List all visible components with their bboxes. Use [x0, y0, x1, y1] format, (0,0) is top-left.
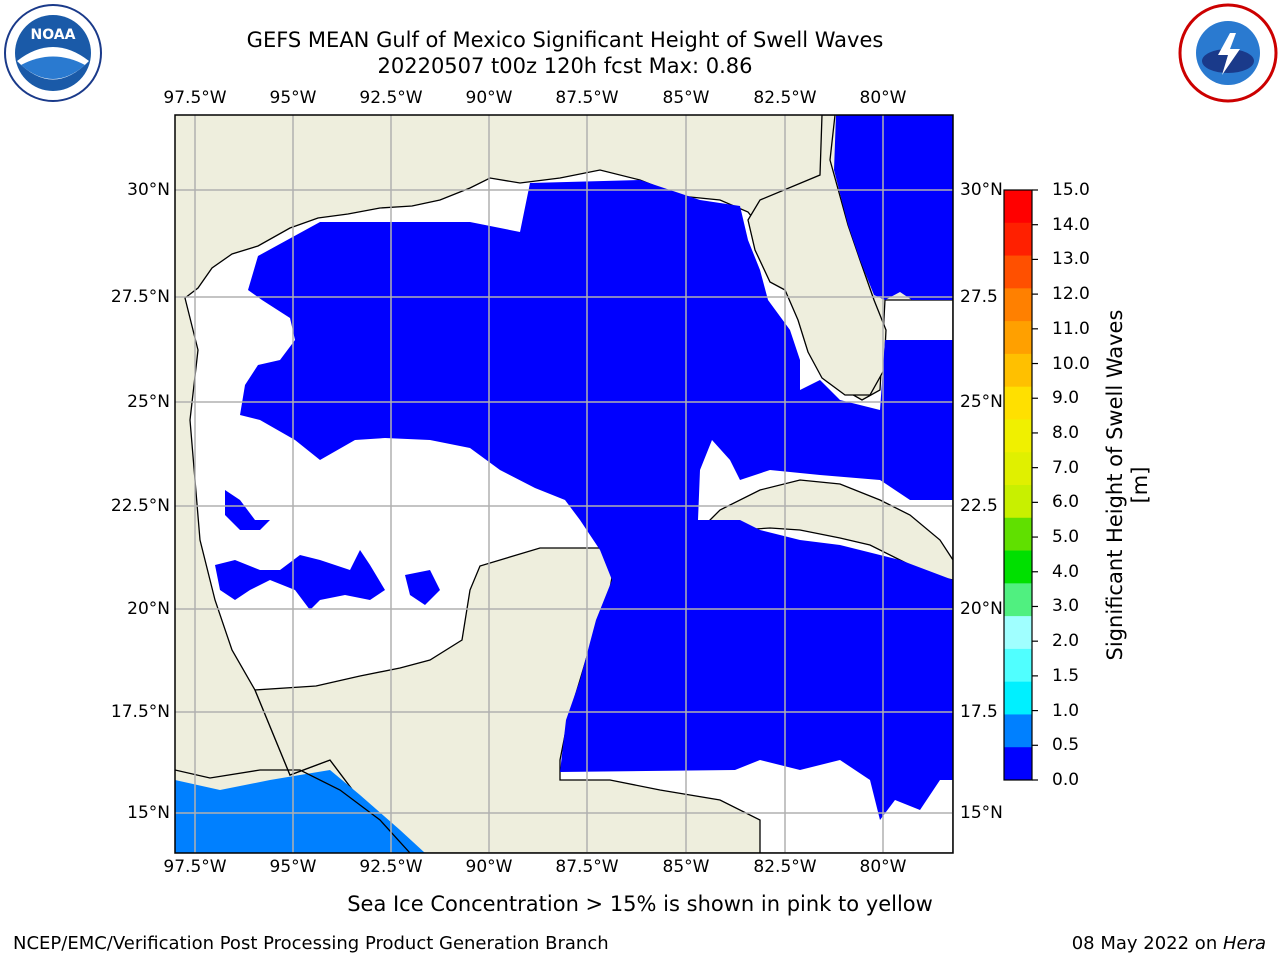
colorbar-tick-label: 9.0: [1052, 388, 1080, 409]
swell-field-w1: [225, 490, 270, 530]
footer-date: 08 May 2022 on Hera: [1072, 933, 1266, 954]
swell-field-w2: [215, 550, 385, 610]
footer-host: Hera: [1222, 933, 1266, 954]
colorbar-swatch: [1004, 485, 1032, 519]
lon-label-bottom: 82.5°W: [753, 857, 817, 877]
chart-subtitle: 20220507 t00z 120h fcst Max: 0.86: [377, 54, 753, 78]
lon-label-top: 80°W: [859, 88, 907, 108]
lat-label-left: 22.5°N: [110, 496, 170, 516]
colorbar-swatch: [1004, 550, 1032, 584]
colorbar-tick-label: 0.0: [1052, 770, 1080, 790]
lat-label-left: 20°N: [127, 599, 170, 619]
colorbar-swatch: [1004, 386, 1032, 420]
colorbar-swatch: [1004, 190, 1032, 224]
colorbar-swatch: [1004, 321, 1032, 355]
pacific-coast: [175, 769, 411, 853]
lon-label-top: 90°W: [465, 88, 513, 108]
colorbar-tick-label: 5.0: [1052, 527, 1080, 548]
lon-label-bottom: 97.5°W: [163, 857, 227, 877]
colorbar-swatch: [1004, 714, 1032, 748]
nws-logo: [1178, 3, 1278, 103]
colorbar-swatch: [1004, 747, 1032, 781]
colorbar-tick-label: 8.0: [1052, 422, 1080, 443]
colorbar-tick-label: 0.5: [1052, 735, 1080, 756]
colorbar-swatch: [1004, 517, 1032, 552]
colorbar-tick-label: 14.0: [1052, 214, 1090, 235]
chart-title: GEFS MEAN Gulf of Mexico Significant Hei…: [246, 28, 884, 52]
colorbar-tick-label: 11.0: [1052, 318, 1090, 339]
cuba-land: [693, 479, 953, 581]
colorbar-swatch: [1004, 288, 1032, 322]
lat-label-right: 20°N: [960, 599, 1003, 619]
colorbar-swatch: [1004, 616, 1032, 650]
noaa-logo: NOAA: [3, 3, 103, 103]
swell-field-ne: [834, 115, 953, 300]
colorbar: [1003, 189, 1038, 781]
colorbar-label: Significant Height of Swell Waves [m]: [1103, 309, 1152, 661]
lat-label-left: 27.5°N: [110, 287, 170, 307]
colorbar-swatch: [1004, 222, 1032, 257]
lat-label-right: 27.5: [960, 287, 998, 307]
colorbar-tick-label: 1.5: [1052, 665, 1080, 686]
colorbar-tick-label: 2.0: [1052, 631, 1080, 652]
lat-label-right: 15°N: [960, 803, 1003, 823]
colorbar-tick-label: 6.0: [1052, 492, 1080, 513]
colorbar-tick-label: 3.0: [1052, 596, 1080, 617]
map-frame: [174, 114, 954, 854]
swell-field-pacific: [175, 770, 425, 853]
colorbar-swatch: [1004, 452, 1032, 486]
lon-label-top: 87.5°W: [555, 88, 619, 108]
colorbar-tick-label: 10.0: [1052, 353, 1090, 374]
lat-label-right: 30°N: [960, 180, 1003, 200]
colorbar-tick-label: 13.0: [1052, 249, 1090, 270]
footer-date-text: 08 May 2022 on: [1071, 933, 1223, 954]
lat-label-left: 30°N: [127, 180, 170, 200]
svg-text:NOAA: NOAA: [31, 27, 76, 43]
lat-label-left: 25°N: [127, 392, 170, 412]
florida-land: [747, 115, 887, 396]
colorbar-swatch: [1004, 681, 1032, 715]
lat-label-right: 25°N: [960, 392, 1003, 412]
colorbar-tick-label: 12.0: [1052, 284, 1090, 305]
colorbar-frame: [1003, 189, 1033, 781]
lat-label-left: 17.5°N: [110, 702, 170, 722]
lat-label-right: 22.5: [960, 496, 998, 516]
lon-label-top: 95°W: [269, 88, 317, 108]
swell-field-main: [240, 180, 953, 820]
lon-label-bottom: 90°W: [465, 857, 513, 877]
colorbar-swatch: [1004, 353, 1032, 388]
lon-label-bottom: 95°W: [269, 857, 317, 877]
lon-label-bottom: 80°W: [859, 857, 907, 877]
colorbar-tick-label: 7.0: [1052, 457, 1080, 478]
colorbar-swatch: [1004, 648, 1032, 683]
graticule: [175, 115, 953, 853]
lat-label-left: 15°N: [127, 803, 170, 823]
colorbar-swatch: [1004, 255, 1032, 289]
colorbar-tick-label: 4.0: [1052, 561, 1080, 582]
colorbar-tick-label: 15.0: [1052, 180, 1090, 200]
lon-label-bottom: 85°W: [662, 857, 710, 877]
lat-label-right: 17.5: [960, 702, 998, 722]
caption: Sea Ice Concentration > 15% is shown in …: [347, 892, 933, 916]
lon-label-top: 82.5°W: [753, 88, 817, 108]
swell-field-w3: [405, 570, 440, 605]
lon-label-top: 92.5°W: [359, 88, 423, 108]
lon-label-top: 85°W: [662, 88, 710, 108]
colorbar-swatch: [1004, 419, 1032, 453]
lon-label-bottom: 87.5°W: [555, 857, 619, 877]
footer-credit: NCEP/EMC/Verification Post Processing Pr…: [13, 933, 609, 954]
colorbar-swatch: [1004, 583, 1032, 617]
colorbar-tick-label: 1.0: [1052, 700, 1080, 721]
lon-label-bottom: 92.5°W: [359, 857, 423, 877]
lon-label-top: 97.5°W: [163, 88, 227, 108]
